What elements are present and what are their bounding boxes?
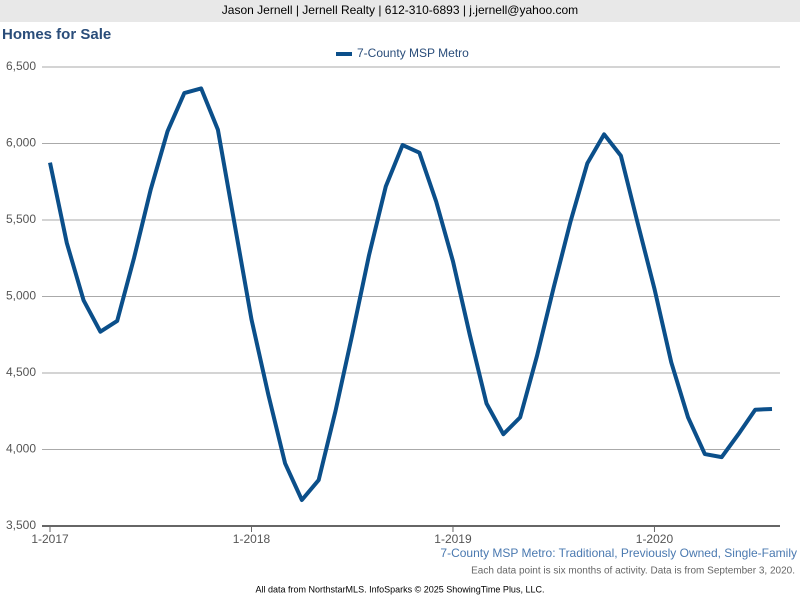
header: Jason Jernell | Jernell Realty | 612-310… — [222, 3, 578, 17]
x-tick-label: 1-2020 — [636, 532, 674, 546]
subtitle: 7-County MSP Metro: Traditional, Previou… — [440, 546, 797, 560]
x-tick-label: 1-2018 — [233, 532, 271, 546]
series-line — [48, 86, 773, 502]
chart-title: Homes for Sale — [2, 26, 111, 43]
y-tick-label: 4,500 — [6, 365, 36, 379]
x-tick-label: 1-2017 — [31, 532, 69, 546]
y-tick-label: 6,500 — [6, 59, 36, 73]
footer: All data from NorthstarMLS. InfoSparks ©… — [256, 584, 545, 594]
y-tick-label: 6,000 — [6, 136, 36, 150]
y-tick-label: 3,500 — [6, 518, 36, 532]
note: Each data point is six months of activit… — [471, 566, 795, 577]
header-bar — [0, 0, 800, 22]
y-tick-label: 5,000 — [6, 289, 36, 303]
y-tick-label: 5,500 — [6, 212, 36, 226]
legend-label: 7-County MSP Metro — [357, 46, 469, 60]
y-tick-label: 4,000 — [6, 442, 36, 456]
x-tick-label: 1-2019 — [434, 532, 472, 546]
